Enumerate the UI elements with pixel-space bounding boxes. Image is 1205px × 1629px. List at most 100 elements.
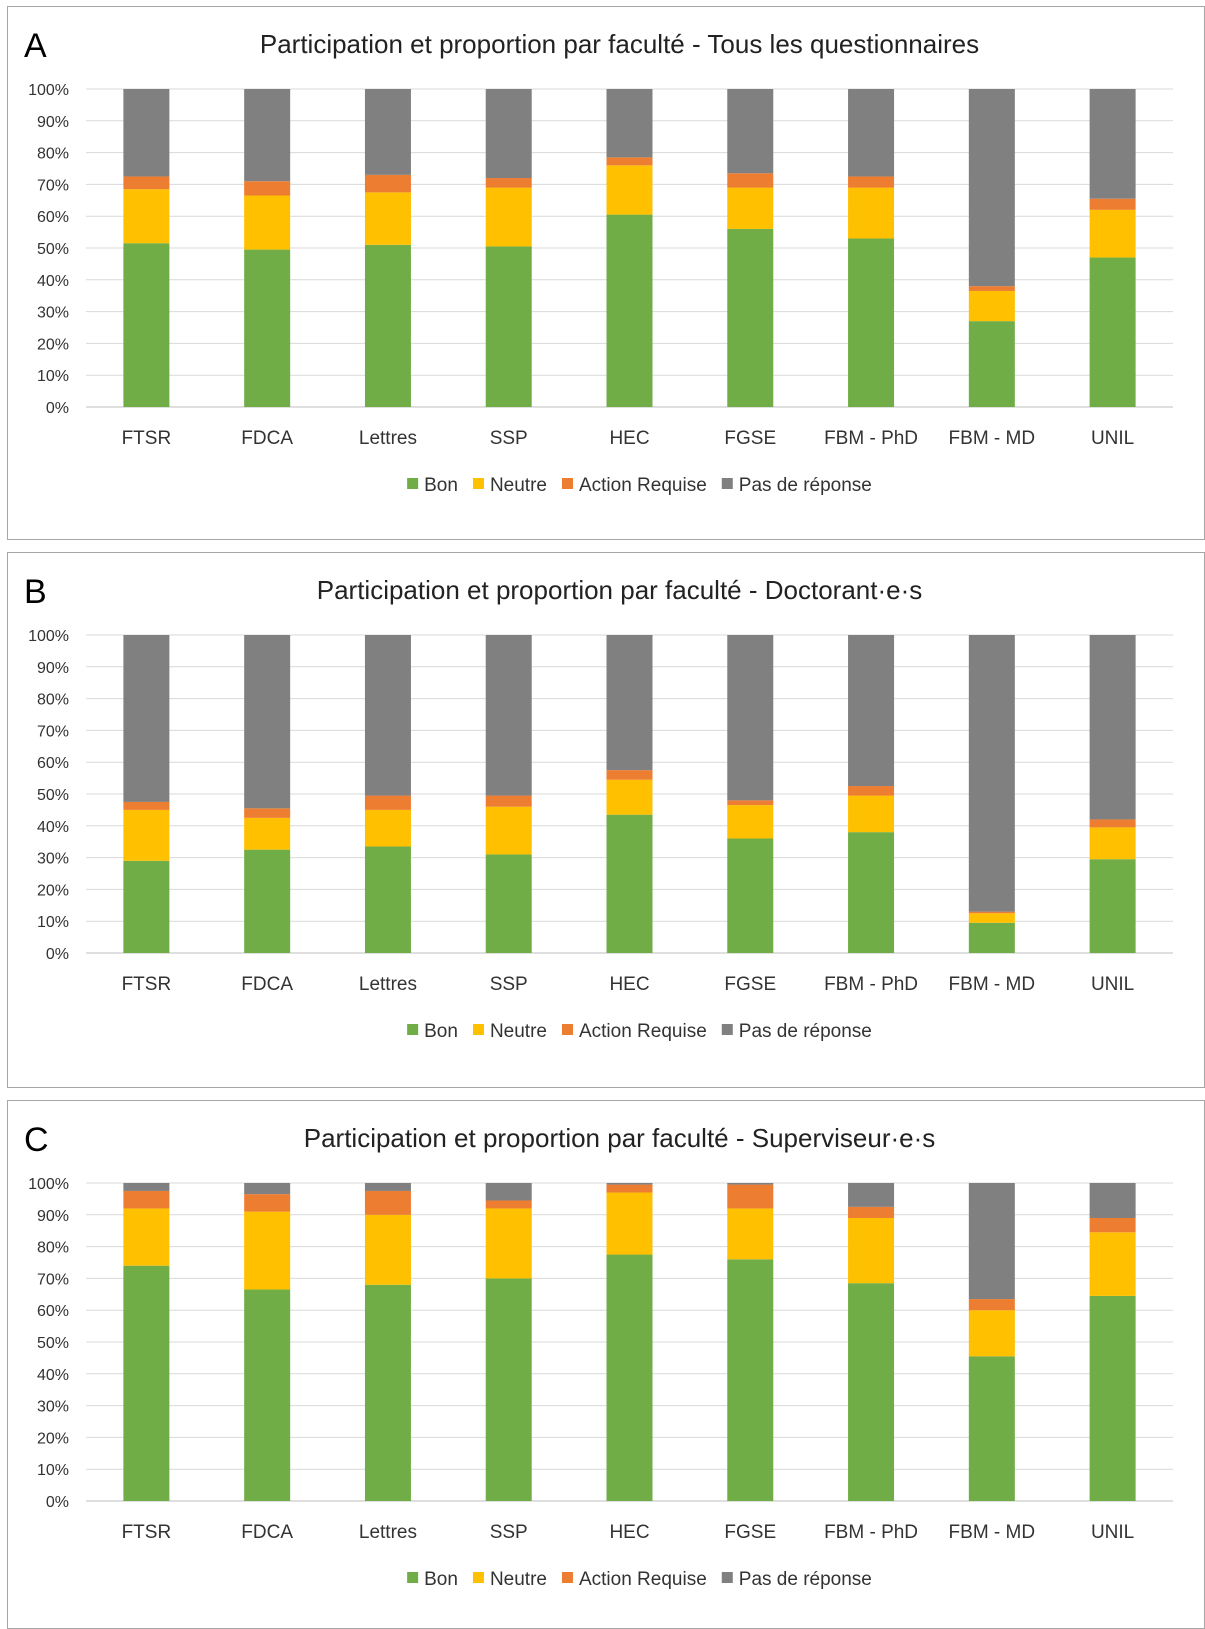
legend-label: Pas de réponse [739,1569,872,1590]
y-tick-label: 60% [37,755,69,772]
legend-label: Neutre [490,1021,547,1042]
bar-segment-action-requise [727,173,774,188]
bar-segment-action-requise [244,181,291,196]
y-tick-label: 20% [37,336,69,353]
bar-segment-action-requise [968,1299,1015,1311]
bar-segment-pas-de-reponse [364,89,411,175]
bar-segment-bon [848,1283,895,1501]
x-tick-label: FBM - PhD [824,428,918,449]
bar-segment-neutre [727,1208,774,1260]
chart-panel-b: B Participation et proportion par faculté… [7,552,1205,1088]
legend-label: Bon [424,1569,458,1590]
bar-segment-neutre [727,805,774,839]
bar-segment-action-requise [485,178,532,188]
bar-segment-neutre [848,187,895,239]
bar-segment-neutre [848,795,895,833]
bar-segment-action-requise [1089,198,1136,210]
x-tick-label: FGSE [724,1522,776,1543]
y-tick-label: 50% [37,1335,69,1352]
bar-segment-neutre [123,189,170,244]
x-tick-label: FBM - MD [949,974,1036,995]
x-tick-label: FTSR [122,428,172,449]
bar-segment-action-requise [1089,1217,1136,1233]
legend-label: Bon [424,1021,458,1042]
y-tick-label: 20% [37,1430,69,1447]
y-tick-label: 80% [37,146,69,163]
bar-segment-bon [364,244,411,407]
legend-swatch-pas-de-reponse [721,478,733,489]
y-tick-label: 100% [28,1176,69,1193]
legend-swatch-pas-de-reponse [721,1572,733,1583]
bar-segment-pas-de-reponse [244,635,291,809]
y-tick-label: 20% [37,882,69,899]
legend-label: Neutre [490,475,547,496]
bar-segment-bon [848,832,895,953]
x-tick-label: FDCA [241,428,293,449]
bar-segment-pas-de-reponse [485,89,532,179]
chart-svg-c: C Participation et proportion par faculté… [24,1121,1173,1590]
y-tick-label: 60% [37,209,69,226]
legend-label: Bon [424,475,458,496]
legend-label: Neutre [490,1569,547,1590]
legend-swatch-neutre [472,478,484,489]
x-tick-label: Lettres [359,1522,417,1543]
x-tick-label: HEC [609,428,649,449]
bar-segment-action-requise [848,786,895,796]
legend-label: Pas de réponse [739,1021,872,1042]
bar-segment-neutre [244,817,291,850]
bar-segment-neutre [606,779,653,815]
bar-segment-bon [485,854,532,953]
bar-segment-bon [123,243,170,407]
legend-label: Action Requise [579,1021,707,1042]
bar-segment-action-requise [123,176,170,190]
bar-segment-neutre [485,1208,532,1279]
bar-segment-action-requise [244,1194,291,1212]
bar-segment-action-requise [848,1206,895,1218]
bar-segment-action-requise [1089,819,1136,828]
chart-svg-a: A Participation et proportion par faculté… [24,27,1173,496]
y-tick-label: 40% [37,1367,69,1384]
bar-segment-neutre [606,1192,653,1255]
x-tick-label: FBM - PhD [824,974,918,995]
x-tick-label: SSP [490,1522,528,1543]
legend-swatch-bon [407,478,419,489]
bar-segment-bon [1089,1295,1136,1501]
chart-title: Participation et proportion par faculté … [317,575,923,605]
bar-segment-pas-de-reponse [1089,89,1136,199]
x-tick-label: FTSR [122,974,172,995]
chart-svg-b: B Participation et proportion par faculté… [24,573,1173,1042]
legend-swatch-action-requise [561,1024,573,1035]
bar-segment-neutre [364,192,411,245]
bar-segment-bon [123,1265,170,1501]
bar-segment-pas-de-reponse [606,635,653,771]
bar-segment-bon [244,849,291,953]
x-tick-label: FDCA [241,1522,293,1543]
y-tick-label: 0% [46,400,69,417]
bar-segment-neutre [968,1310,1015,1357]
legend-swatch-action-requise [561,1572,573,1583]
legend-label: Pas de réponse [739,475,872,496]
bar-segment-pas-de-reponse [606,89,653,158]
bar-segment-action-requise [364,174,411,193]
y-tick-label: 40% [37,273,69,290]
bar-segment-neutre [606,165,653,215]
x-tick-label: Lettres [359,974,417,995]
y-tick-label: 70% [37,723,69,740]
y-tick-label: 60% [37,1303,69,1320]
y-tick-label: 90% [37,660,69,677]
y-tick-label: 80% [37,1240,69,1257]
y-tick-label: 100% [28,82,69,99]
bar-segment-pas-de-reponse [1089,635,1136,820]
x-tick-label: FBM - PhD [824,1522,918,1543]
bar-segment-action-requise [606,1184,653,1193]
bar-segment-neutre [244,195,291,250]
bar-segment-neutre [727,187,774,229]
bar-segment-neutre [485,187,532,247]
bar-segment-action-requise [968,911,1015,914]
bar-segment-bon [364,1284,411,1501]
legend-label: Action Requise [579,1569,707,1590]
panel-label: B [24,573,47,611]
bar-segment-pas-de-reponse [123,89,170,177]
chart-title: Participation et proportion par faculté … [304,1123,936,1153]
y-tick-label: 0% [46,946,69,963]
